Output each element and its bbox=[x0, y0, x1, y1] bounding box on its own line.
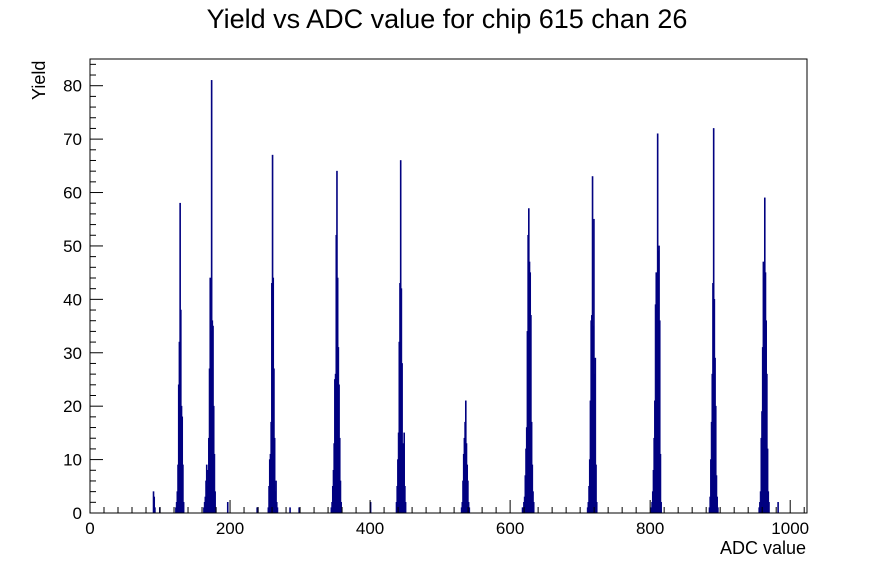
x-tick-label: 0 bbox=[85, 519, 94, 538]
y-tick-label: 30 bbox=[63, 344, 82, 363]
histogram-bar bbox=[154, 507, 156, 514]
x-axis: 0 200 400 600 800 1000 bbox=[85, 500, 809, 538]
y-axis: 0 10 20 30 40 50 60 70 80 bbox=[63, 63, 103, 523]
y-tick-label: 50 bbox=[63, 237, 82, 256]
histogram-bar bbox=[289, 507, 291, 514]
histogram-bar bbox=[660, 502, 662, 514]
chart-title: Yield vs ADC value for chip 615 chan 26 bbox=[207, 4, 688, 34]
histogram-bar bbox=[182, 502, 185, 514]
plot-frame bbox=[89, 58, 808, 514]
histogram-bar bbox=[226, 502, 229, 514]
histogram-bar bbox=[777, 502, 779, 514]
y-tick-label: 10 bbox=[63, 451, 82, 470]
y-tick-label: 70 bbox=[63, 130, 82, 149]
histogram-bar bbox=[595, 502, 598, 514]
histogram-bar bbox=[276, 507, 279, 514]
x-tick-label: 600 bbox=[496, 519, 524, 538]
x-tick-label: 1000 bbox=[771, 519, 809, 538]
y-tick-label: 60 bbox=[63, 184, 82, 203]
y-axis-label: Yield bbox=[29, 61, 49, 100]
y-tick-label: 20 bbox=[63, 397, 82, 416]
histogram-bar bbox=[404, 502, 407, 514]
histogram-bar bbox=[340, 502, 342, 514]
y-tick-label: 80 bbox=[63, 77, 82, 96]
y-tick-label: 0 bbox=[73, 504, 82, 523]
histogram-bar bbox=[768, 502, 770, 514]
histogram-bar bbox=[717, 507, 719, 514]
x-tick-label: 400 bbox=[356, 519, 384, 538]
histogram-bar bbox=[468, 507, 471, 514]
y-tick-label: 40 bbox=[63, 290, 82, 309]
x-tick-label: 800 bbox=[636, 519, 664, 538]
histogram-bar bbox=[532, 502, 535, 514]
x-tick-label: 200 bbox=[216, 519, 244, 538]
x-axis-label: ADC value bbox=[720, 538, 806, 558]
histogram-bar bbox=[298, 507, 300, 514]
